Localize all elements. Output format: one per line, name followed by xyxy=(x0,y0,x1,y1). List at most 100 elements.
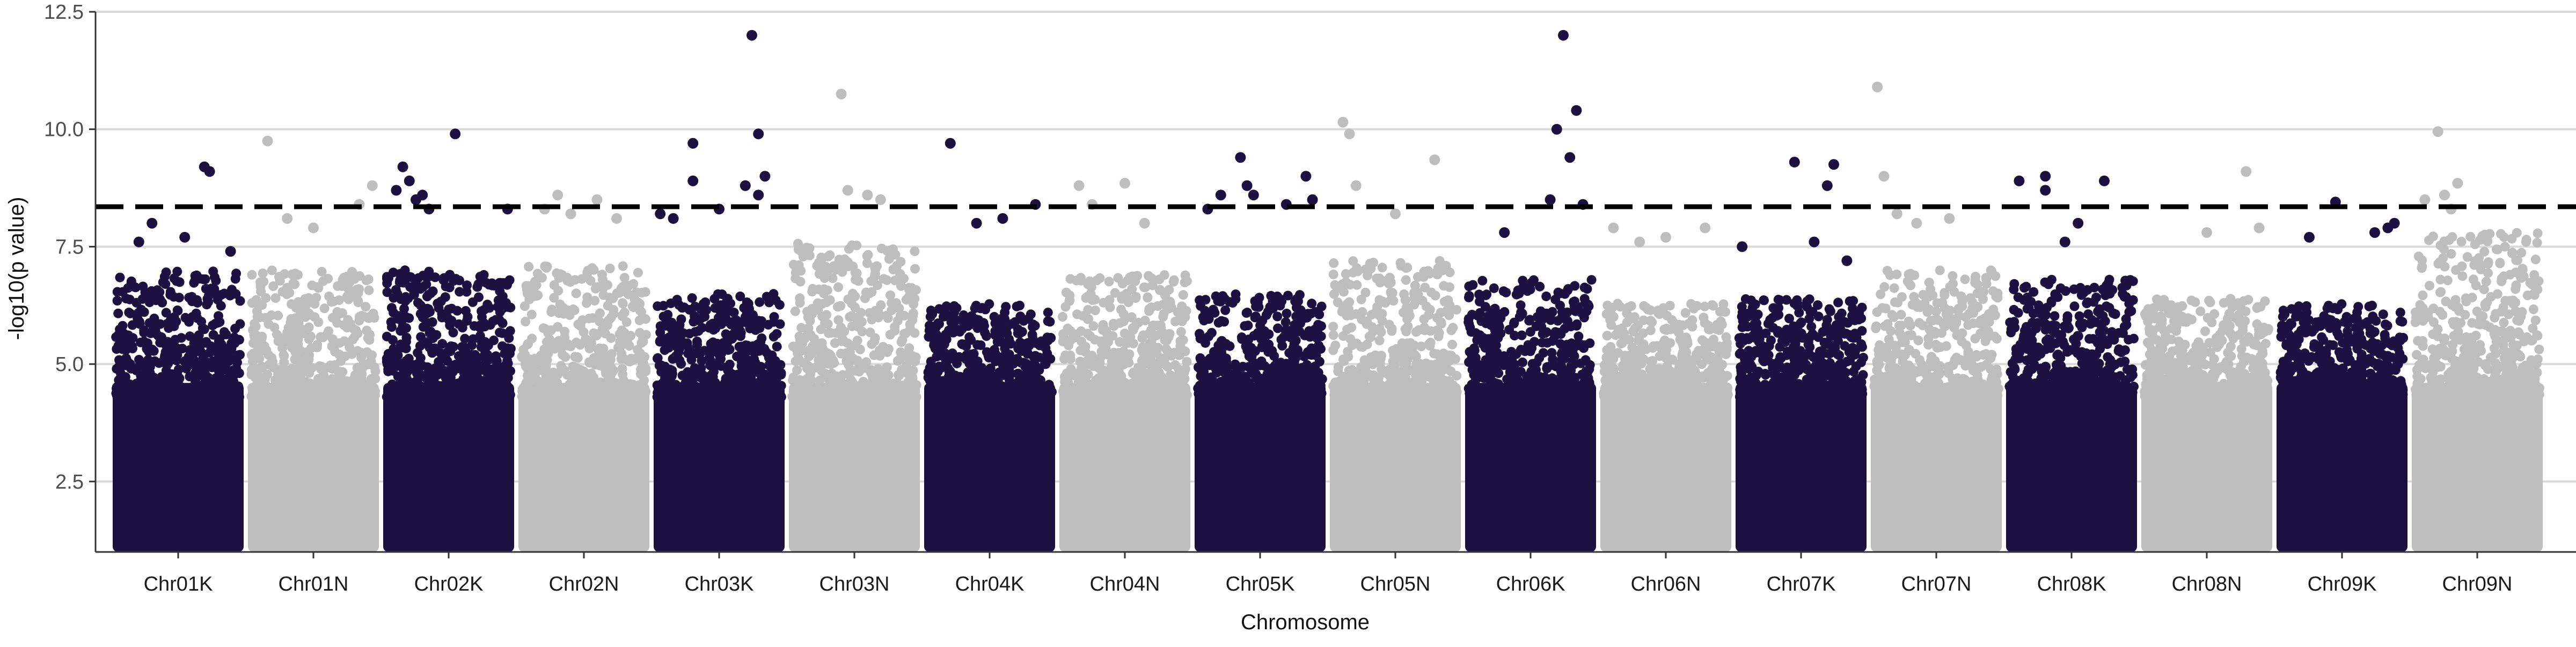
peak-point xyxy=(753,128,764,139)
data-point xyxy=(738,377,748,387)
data-point xyxy=(635,316,645,325)
data-point xyxy=(972,340,982,350)
data-point xyxy=(889,379,899,388)
data-point xyxy=(162,366,171,375)
data-point xyxy=(995,386,1005,396)
data-point xyxy=(544,392,553,402)
data-point xyxy=(123,283,133,293)
data-point xyxy=(714,313,723,323)
data-point xyxy=(231,364,241,373)
data-point xyxy=(822,310,831,319)
data-point xyxy=(910,391,919,401)
data-point xyxy=(113,296,122,306)
data-point xyxy=(184,293,194,302)
data-point xyxy=(1286,373,1296,383)
data-point xyxy=(1317,302,1327,311)
data-point xyxy=(453,392,463,402)
data-point xyxy=(506,303,515,312)
data-point xyxy=(216,290,226,300)
data-point xyxy=(428,317,437,327)
data-point xyxy=(1292,322,1301,332)
data-point xyxy=(1119,317,1129,326)
data-point xyxy=(332,377,342,387)
data-point xyxy=(793,348,802,358)
data-point xyxy=(1104,277,1114,286)
data-point xyxy=(415,341,425,351)
data-point xyxy=(541,263,551,273)
data-point xyxy=(824,329,833,338)
data-point xyxy=(524,375,534,384)
data-point xyxy=(1116,305,1126,315)
data-point xyxy=(113,309,123,318)
data-point xyxy=(1225,341,1235,351)
data-point xyxy=(1158,312,1168,322)
data-point xyxy=(228,336,238,346)
peak-point xyxy=(417,190,428,200)
data-point xyxy=(582,298,591,308)
data-point xyxy=(1045,317,1055,326)
data-point xyxy=(160,272,170,281)
data-point xyxy=(165,350,175,360)
data-point xyxy=(1175,336,1185,346)
data-point xyxy=(296,346,305,355)
data-point xyxy=(1058,312,1067,322)
data-point xyxy=(853,322,863,332)
data-point xyxy=(274,336,283,346)
data-point xyxy=(118,321,128,331)
data-point xyxy=(814,285,824,294)
data-point xyxy=(627,355,636,365)
data-point xyxy=(1046,333,1056,343)
data-point xyxy=(794,241,803,250)
data-point xyxy=(188,312,197,322)
data-point xyxy=(474,293,484,302)
data-point xyxy=(308,281,317,290)
data-point xyxy=(363,333,373,343)
data-point xyxy=(659,379,669,389)
data-point xyxy=(1219,317,1229,326)
data-point xyxy=(1307,374,1317,384)
data-point xyxy=(205,348,215,358)
data-point xyxy=(994,326,1004,336)
data-point xyxy=(193,333,203,343)
data-point xyxy=(805,251,815,260)
data-point xyxy=(1078,311,1088,321)
peak-point xyxy=(945,138,956,149)
data-point xyxy=(382,332,392,341)
data-point xyxy=(1033,374,1043,384)
data-point xyxy=(854,390,863,400)
data-point xyxy=(544,348,553,358)
data-point xyxy=(147,387,157,397)
data-point xyxy=(225,291,235,301)
data-point xyxy=(416,332,426,342)
data-point xyxy=(714,392,723,402)
data-point xyxy=(795,331,804,341)
data-point xyxy=(1006,390,1015,400)
data-point xyxy=(406,272,415,282)
data-point xyxy=(1041,353,1050,363)
data-point xyxy=(558,350,567,360)
data-point xyxy=(716,361,726,371)
data-point xyxy=(925,326,934,336)
data-point xyxy=(617,364,627,374)
data-point xyxy=(449,342,458,352)
data-point xyxy=(1152,386,1162,395)
data-point xyxy=(831,265,840,274)
data-point xyxy=(1279,385,1289,395)
data-point xyxy=(146,359,156,369)
data-point xyxy=(710,382,720,392)
data-point xyxy=(1124,358,1133,368)
data-point xyxy=(421,386,431,395)
data-point xyxy=(1144,271,1153,281)
data-point xyxy=(855,345,865,354)
data-point xyxy=(694,326,704,336)
data-point xyxy=(209,380,218,390)
data-point xyxy=(930,334,940,344)
data-point xyxy=(353,392,362,402)
peak-point xyxy=(225,246,236,257)
data-point xyxy=(850,303,860,312)
data-point xyxy=(1167,303,1176,312)
data-point xyxy=(846,375,856,385)
data-point xyxy=(182,361,192,371)
data-point xyxy=(170,312,179,322)
data-point xyxy=(967,350,976,359)
